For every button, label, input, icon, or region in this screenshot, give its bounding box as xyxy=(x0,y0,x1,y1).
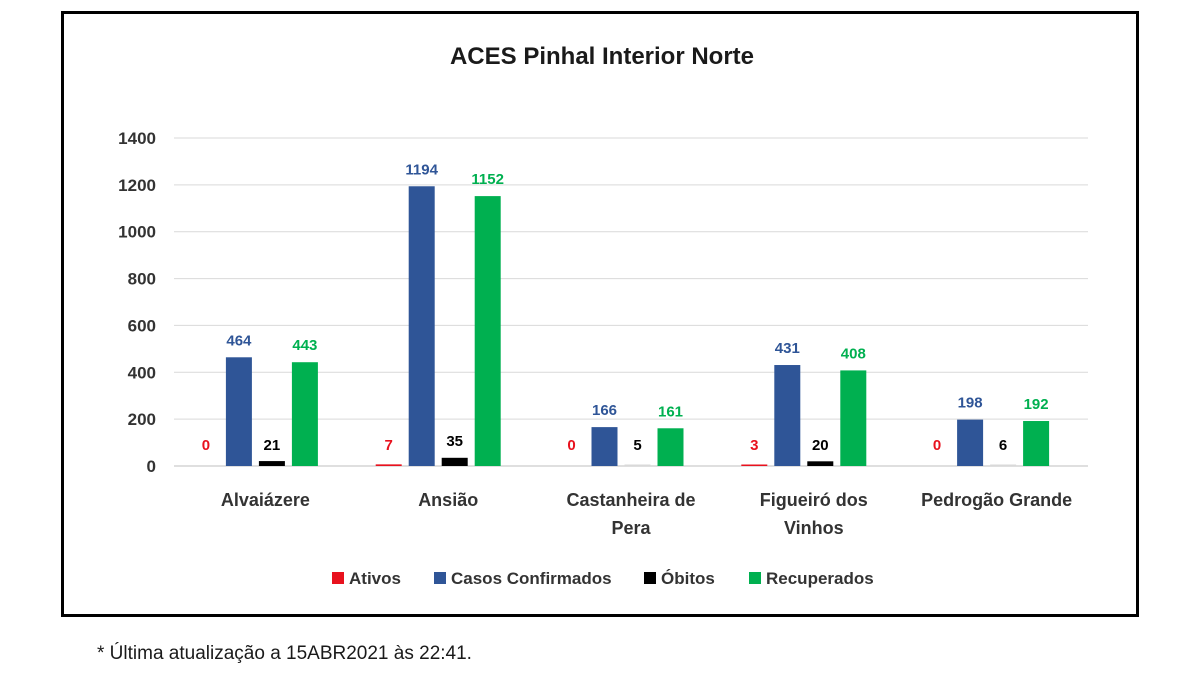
data-label: 1152 xyxy=(471,171,504,188)
bar-ativos xyxy=(741,464,768,466)
legend-swatch xyxy=(332,572,344,584)
bar-óbitos xyxy=(624,464,651,466)
legend-label: Recuperados xyxy=(766,569,874,588)
bar-casos-confirmados xyxy=(225,357,252,466)
y-tick-label: 400 xyxy=(128,363,156,382)
x-category-label: Vinhos xyxy=(784,518,844,538)
x-category-label: Alvaiázere xyxy=(221,490,310,510)
bar-casos-confirmados xyxy=(408,186,435,466)
x-category-label: Pera xyxy=(611,518,651,538)
data-label: 443 xyxy=(292,337,317,354)
data-label: 21 xyxy=(264,437,281,454)
data-label: 408 xyxy=(841,345,866,362)
footnote: * Última atualização a 15ABR2021 às 22:4… xyxy=(97,643,472,664)
bar-óbitos xyxy=(441,457,468,466)
data-label: 166 xyxy=(592,402,617,419)
bar-óbitos xyxy=(807,461,834,466)
legend-swatch xyxy=(644,572,656,584)
y-tick-label: 0 xyxy=(147,457,156,476)
data-label: 0 xyxy=(202,437,210,454)
chart-frame: ACES Pinhal Interior Norte 0 200 400 600 800… xyxy=(61,11,1139,617)
bar-casos-confirmados xyxy=(591,427,618,466)
data-label: 192 xyxy=(1024,396,1049,413)
legend-swatch xyxy=(434,572,446,584)
bar-óbitos xyxy=(990,464,1017,466)
legend-label: Casos Confirmados xyxy=(451,569,612,588)
bar-ativos xyxy=(375,464,402,466)
data-label: 0 xyxy=(567,437,575,454)
data-label: 7 xyxy=(385,437,393,454)
bar-casos-confirmados xyxy=(774,365,801,466)
bar-recuperados xyxy=(474,196,501,467)
bar-recuperados xyxy=(840,370,867,466)
data-label: 0 xyxy=(933,437,941,454)
legend-label: Ativos xyxy=(349,569,401,588)
bar-recuperados xyxy=(291,362,318,466)
bar-casos-confirmados xyxy=(957,419,984,466)
data-label: 431 xyxy=(775,340,800,357)
bar-recuperados xyxy=(1023,421,1050,466)
x-category-label: Pedrogão Grande xyxy=(921,490,1072,510)
data-label: 35 xyxy=(446,433,463,450)
y-tick-label: 1400 xyxy=(118,129,156,148)
legend-label: Óbitos xyxy=(661,569,715,588)
data-label: 3 xyxy=(750,437,758,454)
x-category-label: Ansião xyxy=(418,490,478,510)
data-label: 161 xyxy=(658,403,683,420)
chart-svg: ACES Pinhal Interior Norte 0200400600800… xyxy=(118,43,1088,588)
bar-recuperados xyxy=(657,428,684,466)
data-label: 1194 xyxy=(405,161,438,178)
y-tick-label: 800 xyxy=(128,270,156,289)
data-label: 464 xyxy=(226,332,252,349)
y-tick-label: 1000 xyxy=(118,223,156,242)
data-label: 20 xyxy=(812,437,829,454)
y-tick-label: 1200 xyxy=(118,176,156,195)
chart-title: ACES Pinhal Interior Norte xyxy=(450,43,754,70)
legend: Ativos Casos Confirmados Óbitos Recuperados xyxy=(332,569,874,588)
bars-layer xyxy=(225,186,1050,467)
data-label: 198 xyxy=(958,395,983,412)
x-category-label: Figueiró dos xyxy=(760,490,868,510)
y-tick-label: 600 xyxy=(128,316,156,335)
legend-swatch xyxy=(749,572,761,584)
data-label: 6 xyxy=(999,437,1007,454)
bar-óbitos xyxy=(258,461,285,466)
y-tick-label: 200 xyxy=(128,410,156,429)
labels-layer: 046421443Alvaiázere71194351152Ansião0166… xyxy=(202,161,1072,538)
data-label: 5 xyxy=(633,437,641,454)
x-category-label: Castanheira de xyxy=(566,490,695,510)
